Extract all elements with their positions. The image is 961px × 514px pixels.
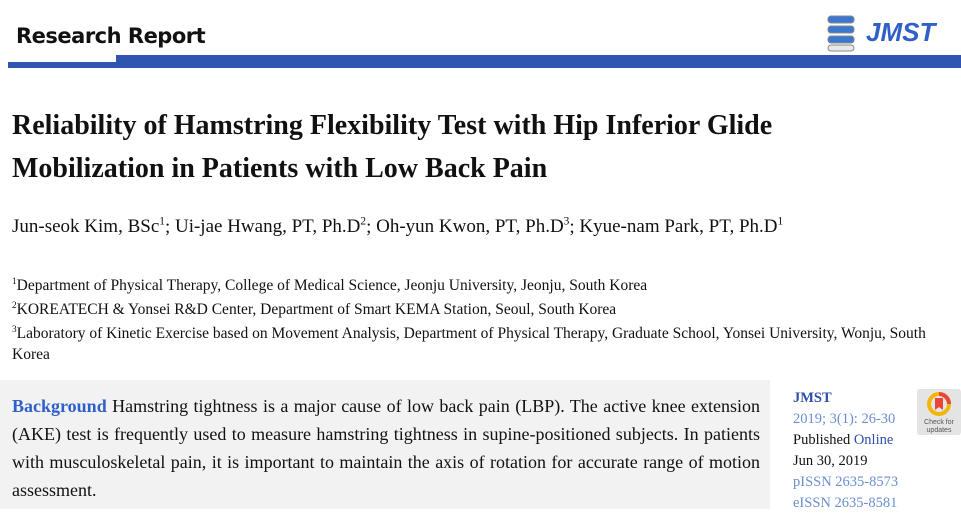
header-rule-thick xyxy=(116,55,961,68)
journal-name[interactable]: JMST xyxy=(793,390,832,406)
author[interactable]: Jun-seok Kim, BSc1 xyxy=(12,216,165,238)
author[interactable]: Oh-yun Kwon, PT, Ph.D3 xyxy=(376,216,570,238)
publish-date: Jun 30, 2019 xyxy=(793,453,868,469)
journal-logo-text: JMST xyxy=(866,16,936,47)
pissn: pISSN 2635-8573 xyxy=(793,474,899,490)
section-label: Research Report xyxy=(16,24,206,48)
affiliation: 2KOREATECH & Yonsei R&D Center, Departme… xyxy=(12,301,617,319)
check-for-updates-button[interactable]: Check for updates xyxy=(917,389,961,435)
article-info: JMST 2019; 3(1): 26-30 Published Online … xyxy=(793,388,898,514)
abstract-text: Background Hamstring tightness is a majo… xyxy=(12,396,760,500)
affiliation: 1Department of Physical Therapy, College… xyxy=(12,277,648,295)
author-list: Jun-seok Kim, BSc1; Ui-jae Hwang, PT, Ph… xyxy=(12,216,784,238)
published-status: Published Online xyxy=(793,432,894,448)
citation[interactable]: 2019; 3(1): 26-30 xyxy=(793,411,896,427)
author[interactable]: Kyue-nam Park, PT, Ph.D1 xyxy=(579,216,784,238)
abstract-background-label: Background xyxy=(12,396,107,416)
article-title: Reliability of Hamstring Flexibility Tes… xyxy=(12,110,773,184)
affiliation: 3Laboratory of Kinetic Exercise based on… xyxy=(12,325,926,364)
affiliations: 1Department of Physical Therapy, College… xyxy=(12,272,957,365)
eissn: eISSN 2635-8581 xyxy=(793,495,898,511)
header-rule-thin xyxy=(8,62,118,68)
books-icon xyxy=(827,15,855,52)
check-updates-icon xyxy=(927,392,951,416)
author[interactable]: Ui-jae Hwang, PT, Ph.D2 xyxy=(174,216,367,238)
journal-logo[interactable]: JMST xyxy=(826,12,935,52)
abstract-box xyxy=(0,380,770,509)
